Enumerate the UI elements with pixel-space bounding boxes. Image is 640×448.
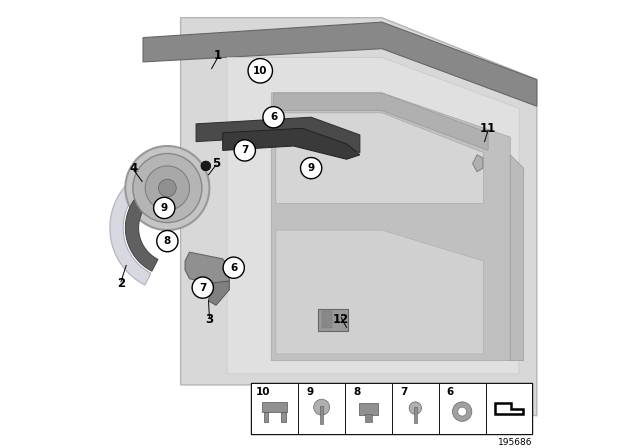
Polygon shape bbox=[473, 155, 483, 172]
Polygon shape bbox=[180, 18, 537, 416]
Circle shape bbox=[409, 402, 422, 414]
Bar bbox=[486, 383, 532, 434]
Circle shape bbox=[154, 197, 175, 219]
Circle shape bbox=[263, 107, 284, 128]
Text: 6: 6 bbox=[270, 112, 277, 122]
Circle shape bbox=[201, 161, 211, 171]
Bar bbox=[322, 311, 332, 328]
Bar bbox=[392, 383, 439, 434]
Text: 7: 7 bbox=[199, 283, 207, 293]
Bar bbox=[262, 402, 287, 412]
Text: 195686: 195686 bbox=[498, 438, 532, 447]
Text: 11: 11 bbox=[480, 122, 496, 135]
Polygon shape bbox=[510, 155, 524, 361]
Bar bbox=[298, 383, 345, 434]
Polygon shape bbox=[209, 281, 229, 305]
Text: 7: 7 bbox=[241, 146, 248, 155]
Polygon shape bbox=[110, 164, 166, 285]
Text: 7: 7 bbox=[400, 387, 407, 397]
Text: 10: 10 bbox=[253, 66, 268, 76]
Polygon shape bbox=[125, 180, 168, 271]
Circle shape bbox=[452, 402, 472, 422]
Text: 6: 6 bbox=[447, 387, 454, 397]
Text: 6: 6 bbox=[230, 263, 237, 273]
Bar bbox=[318, 309, 348, 331]
Bar bbox=[320, 406, 323, 424]
Text: 8: 8 bbox=[164, 236, 171, 246]
Polygon shape bbox=[185, 252, 229, 285]
Bar bbox=[264, 412, 268, 422]
Polygon shape bbox=[227, 57, 519, 374]
Bar bbox=[359, 403, 378, 415]
Text: 1: 1 bbox=[214, 49, 222, 62]
Polygon shape bbox=[276, 230, 484, 354]
Text: 9: 9 bbox=[307, 387, 314, 397]
Text: 9: 9 bbox=[161, 203, 168, 213]
Polygon shape bbox=[271, 93, 510, 361]
Polygon shape bbox=[276, 113, 484, 203]
Text: 10: 10 bbox=[256, 387, 270, 397]
Text: 2: 2 bbox=[117, 277, 125, 290]
Bar bbox=[365, 414, 372, 422]
Text: 9: 9 bbox=[308, 163, 315, 173]
Circle shape bbox=[159, 179, 176, 197]
Circle shape bbox=[145, 166, 189, 210]
Circle shape bbox=[458, 407, 467, 416]
Circle shape bbox=[301, 158, 322, 179]
Polygon shape bbox=[223, 128, 360, 159]
Circle shape bbox=[314, 399, 330, 415]
Bar bbox=[414, 407, 417, 423]
Polygon shape bbox=[273, 93, 488, 151]
Text: 4: 4 bbox=[129, 162, 138, 175]
Circle shape bbox=[157, 231, 178, 252]
Circle shape bbox=[234, 140, 255, 161]
Circle shape bbox=[133, 154, 202, 223]
Circle shape bbox=[248, 59, 273, 83]
Text: 5: 5 bbox=[212, 157, 220, 170]
Circle shape bbox=[192, 277, 213, 298]
Circle shape bbox=[223, 257, 244, 278]
Bar bbox=[345, 383, 392, 434]
Text: 12: 12 bbox=[333, 313, 349, 326]
Bar bbox=[282, 412, 286, 422]
Bar bbox=[252, 383, 532, 434]
Text: 3: 3 bbox=[205, 313, 214, 326]
Bar bbox=[439, 383, 486, 434]
Bar bbox=[252, 383, 298, 434]
Text: 8: 8 bbox=[353, 387, 360, 397]
Polygon shape bbox=[143, 22, 537, 106]
Circle shape bbox=[125, 146, 209, 230]
Polygon shape bbox=[196, 117, 360, 153]
